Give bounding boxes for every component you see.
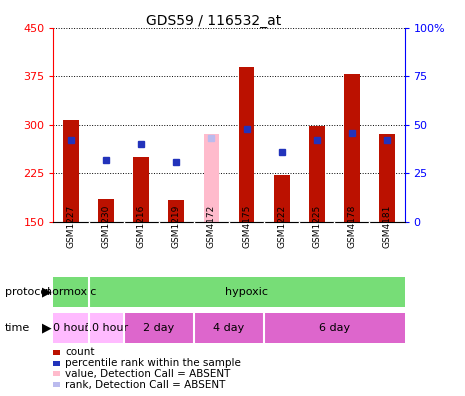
Bar	[344, 74, 360, 222]
Text: rank, Detection Call = ABSENT: rank, Detection Call = ABSENT	[65, 379, 226, 390]
Text: GSM1222: GSM1222	[277, 204, 286, 248]
Text: normoxic: normoxic	[46, 287, 97, 297]
Text: 2 day: 2 day	[143, 323, 174, 333]
Bar	[63, 120, 79, 222]
Text: GSM4178: GSM4178	[347, 204, 356, 248]
Text: GSM4175: GSM4175	[242, 204, 251, 248]
Text: GSM1227: GSM1227	[66, 204, 75, 248]
Text: GSM1216: GSM1216	[137, 204, 146, 248]
Bar	[124, 313, 194, 343]
Text: GSM4172: GSM4172	[207, 204, 216, 248]
Text: percentile rank within the sample: percentile rank within the sample	[65, 358, 241, 368]
Bar	[239, 67, 254, 222]
Text: GSM1219: GSM1219	[172, 204, 181, 248]
Bar	[133, 157, 149, 222]
Bar	[379, 134, 395, 222]
Text: ▶: ▶	[42, 286, 51, 299]
Text: 0 hour: 0 hour	[53, 323, 89, 333]
Bar	[53, 277, 88, 307]
Text: GSM1230: GSM1230	[102, 204, 111, 248]
Text: value, Detection Call = ABSENT: value, Detection Call = ABSENT	[65, 369, 231, 379]
Bar	[264, 313, 405, 343]
Text: hypoxic: hypoxic	[225, 287, 268, 297]
Text: GDS59 / 116532_at: GDS59 / 116532_at	[146, 14, 281, 28]
Bar	[53, 313, 88, 343]
Text: 6 day: 6 day	[319, 323, 350, 333]
Bar	[98, 199, 114, 222]
Text: GSM1225: GSM1225	[312, 204, 321, 248]
Bar	[194, 313, 264, 343]
Text: ▶: ▶	[42, 321, 51, 334]
Text: protocol: protocol	[5, 287, 50, 297]
Text: count: count	[65, 347, 94, 358]
Bar	[274, 175, 290, 222]
Text: time: time	[5, 323, 30, 333]
Text: GSM4181: GSM4181	[383, 204, 392, 248]
Bar	[309, 126, 325, 222]
Text: 4 day: 4 day	[213, 323, 245, 333]
Bar	[88, 313, 124, 343]
Bar	[204, 134, 219, 222]
Text: 10 hour: 10 hour	[85, 323, 128, 333]
Bar	[168, 200, 184, 222]
